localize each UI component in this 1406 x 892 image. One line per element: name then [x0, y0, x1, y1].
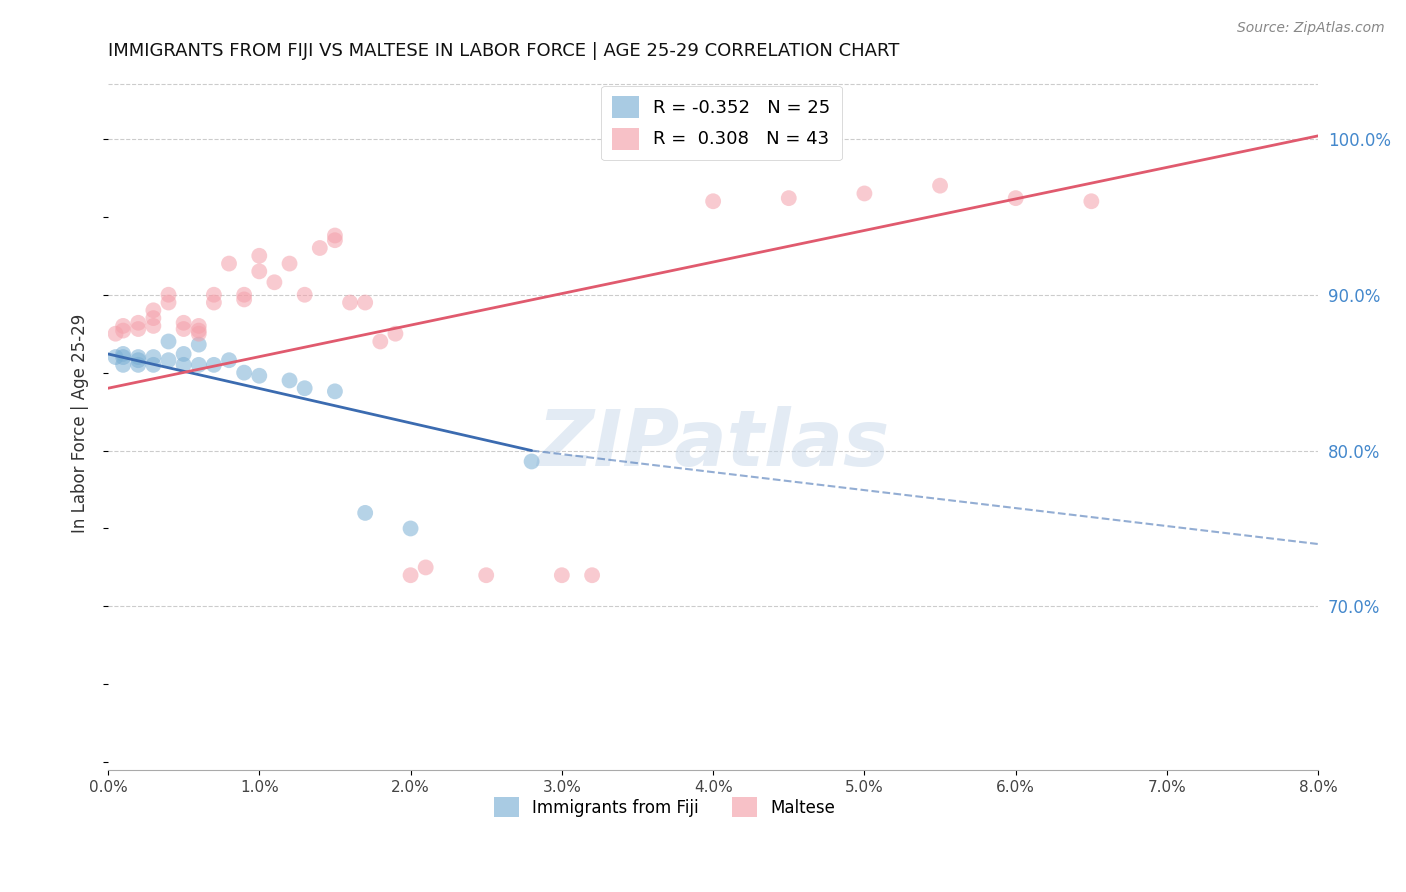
Point: [142, 358, 165, 372]
Point: [127, 353, 149, 368]
Point: [202, 295, 225, 310]
Point: [127, 350, 149, 364]
Point: [112, 350, 135, 364]
Point: [104, 350, 127, 364]
Point: [247, 264, 270, 278]
Point: [142, 318, 165, 333]
Point: [323, 384, 346, 399]
Point: [339, 295, 361, 310]
Text: IMMIGRANTS FROM FIJI VS MALTESE IN LABOR FORCE | AGE 25-29 CORRELATION CHART: IMMIGRANTS FROM FIJI VS MALTESE IN LABOR…: [108, 42, 900, 60]
Point: [173, 347, 195, 361]
Point: [233, 293, 256, 307]
Point: [247, 249, 270, 263]
Point: [187, 358, 209, 372]
Point: [778, 191, 800, 205]
Point: [702, 194, 724, 209]
Point: [202, 358, 225, 372]
Point: [368, 334, 391, 349]
Point: [278, 256, 301, 270]
Point: [929, 178, 952, 193]
Point: [127, 316, 149, 330]
Point: [247, 368, 270, 383]
Point: [294, 287, 316, 301]
Point: [157, 287, 180, 301]
Point: [127, 358, 149, 372]
Point: [581, 568, 603, 582]
Point: [399, 568, 422, 582]
Point: [173, 358, 195, 372]
Point: [112, 358, 135, 372]
Point: [233, 366, 256, 380]
Point: [142, 311, 165, 326]
Point: [323, 233, 346, 247]
Y-axis label: In Labor Force | Age 25-29: In Labor Force | Age 25-29: [72, 314, 89, 533]
Point: [263, 275, 285, 289]
Point: [202, 287, 225, 301]
Point: [520, 454, 543, 468]
Point: [354, 506, 377, 520]
Point: [112, 347, 135, 361]
Point: [173, 322, 195, 336]
Point: [1004, 191, 1026, 205]
Point: [415, 560, 437, 574]
Point: [187, 318, 209, 333]
Text: ZIPatlas: ZIPatlas: [537, 406, 889, 482]
Legend: Immigrants from Fiji, Maltese: Immigrants from Fiji, Maltese: [488, 790, 842, 824]
Point: [354, 295, 377, 310]
Point: [294, 381, 316, 395]
Point: [233, 287, 256, 301]
Point: [142, 350, 165, 364]
Point: [187, 326, 209, 341]
Point: [142, 303, 165, 318]
Point: [384, 326, 406, 341]
Point: [218, 256, 240, 270]
Point: [187, 337, 209, 351]
Point: [187, 324, 209, 338]
Point: [157, 295, 180, 310]
Point: [173, 316, 195, 330]
Point: [308, 241, 330, 255]
Text: Source: ZipAtlas.com: Source: ZipAtlas.com: [1237, 21, 1385, 35]
Point: [157, 334, 180, 349]
Point: [112, 318, 135, 333]
Point: [104, 326, 127, 341]
Point: [1080, 194, 1102, 209]
Point: [399, 521, 422, 535]
Point: [278, 374, 301, 388]
Point: [127, 322, 149, 336]
Point: [475, 568, 498, 582]
Point: [218, 353, 240, 368]
Point: [323, 228, 346, 243]
Point: [112, 324, 135, 338]
Point: [853, 186, 876, 201]
Point: [551, 568, 574, 582]
Point: [157, 353, 180, 368]
